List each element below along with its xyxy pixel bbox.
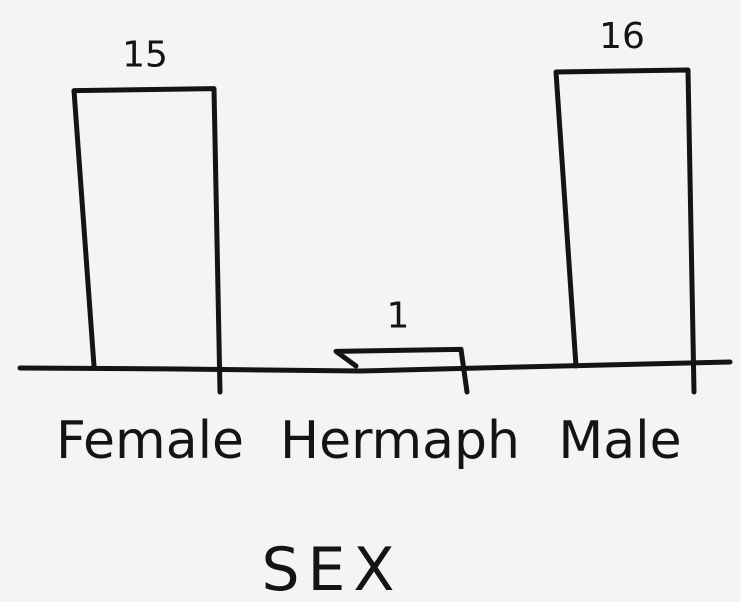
labels-layer: 15 Female 1 Hermaph 16 Male (56, 16, 682, 471)
data-label-female: 15 (122, 35, 168, 76)
x-axis-title: SEX (261, 535, 402, 602)
bar-female (71, 86, 223, 395)
category-label-hermaph: Hermaph (280, 411, 520, 471)
category-label-male: Male (558, 411, 681, 471)
data-label-hermaph: 1 (387, 295, 410, 336)
bar-male (553, 67, 697, 395)
x-axis-baseline (17, 359, 733, 374)
data-label-male: 16 (599, 16, 645, 57)
category-label-female: Female (56, 411, 244, 471)
